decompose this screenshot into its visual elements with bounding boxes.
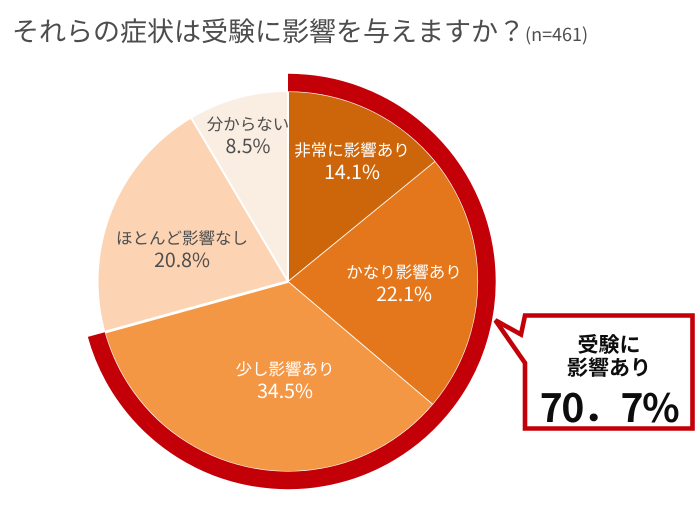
slice-label-sukoshi-eikyo-ari: 少し影響あり 34.5% [236,357,335,401]
chart-title: それらの症状は受験に影響を与えますか？(n=461) [12,13,588,51]
slice-label-text: 非常に影響あり [294,137,410,161]
sample-size-label: (n=461) [525,21,589,47]
slice-separators-group [104,91,436,405]
slice-label-wakaranai: 分からない 8.5% [207,112,290,156]
slice-label-hijo-ni-eikyo-ari: 非常に影響あり 14.1% [294,138,410,182]
pie-slice-2 [105,281,433,472]
slice-label-hotondo-eikyo-nashi: ほとんど影響なし 20.8% [116,226,248,270]
slice-label-text: ほとんど影響なし [116,225,248,249]
highlight-ring-arc [87,73,496,490]
slice-percent-text: 22.1% [376,278,432,307]
pie-slice-3 [98,118,288,333]
slice-percent-text: 34.5% [257,375,313,404]
callout-bubble [493,313,695,431]
highlight-callout: 受験に 影響あり 70．7% [527,318,691,434]
pie-slice-0 [288,92,435,282]
slice-percent-text: 14.1% [324,156,380,185]
callout-label-line1: 受験に [577,329,641,359]
slice-label-text: かなり影響あり [346,259,462,283]
slice-label-kanari-eikyo-ari: かなり影響あり 22.1% [346,260,462,304]
callout-value: 70．7% [539,378,680,434]
slice-separator-2 [287,281,434,405]
pie-slice-4 [191,92,288,282]
slice-separator-3 [104,280,289,334]
pie-slices-group [98,92,478,472]
slice-percent-text: 8.5% [225,130,271,159]
slice-separator-1 [287,160,436,282]
callout-label-line2: 影響あり [567,352,651,382]
chart-title-text: それらの症状は受験に影響を与えますか？ [12,10,525,49]
slice-label-text: 分からない [206,111,290,135]
slice-separator-4 [190,117,289,283]
pie-slice-1 [288,161,478,405]
slice-label-text: 少し影響あり [235,356,335,380]
slice-percent-text: 20.8% [154,244,210,273]
